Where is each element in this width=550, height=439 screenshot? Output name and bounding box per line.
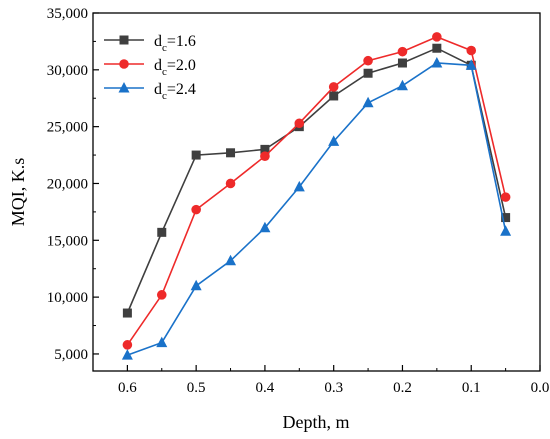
- data-point: [156, 290, 167, 300]
- data-point: [397, 46, 408, 57]
- data-point: [431, 57, 443, 68]
- data-point: [294, 118, 305, 129]
- data-point: [466, 45, 477, 56]
- axes-frame: [92, 12, 541, 372]
- y-tick-label: 20,000: [47, 176, 88, 192]
- data-point: [465, 59, 477, 70]
- data-point: [225, 254, 237, 266]
- data-point: [501, 213, 511, 223]
- axes-layer: [92, 12, 541, 372]
- data-point: [500, 225, 512, 236]
- series-dc=1.6: [122, 43, 511, 318]
- data-point: [191, 204, 201, 215]
- series-layer: [121, 32, 512, 360]
- data-point: [432, 43, 442, 53]
- data-point: [260, 144, 270, 154]
- series-line-dc=2.4: [127, 62, 507, 356]
- data-point: [363, 55, 373, 66]
- data-point: [259, 221, 271, 233]
- legend-marker: [118, 82, 130, 93]
- x-tick-label: 0.3: [324, 380, 343, 396]
- data-point: [293, 180, 305, 192]
- plot-area: [93, 13, 540, 371]
- y-axis-title: MQI, K.s: [8, 158, 28, 227]
- y-tick-label: 10,000: [47, 290, 88, 306]
- data-point: [122, 340, 133, 350]
- y-tick-label: 5,000: [54, 347, 88, 363]
- data-point: [396, 79, 408, 91]
- legend-marker: [119, 35, 129, 45]
- legend-label: dc=2.4: [154, 81, 196, 102]
- data-point: [363, 68, 373, 78]
- ticks-layer: 0.6 0.5 0.4 0.3 0.2 0.1 0.0 5,000 10,000 15,000 20…: [47, 6, 550, 396]
- data-point: [260, 151, 270, 161]
- series-line-dc=1.6: [126, 47, 507, 314]
- data-point: [432, 32, 442, 42]
- legend-label: dc=1.6: [154, 33, 196, 54]
- legend-entry-dc=1.6: dc=1.6: [104, 33, 196, 54]
- legend-entry-dc=2.0: dc=2.0: [104, 57, 196, 78]
- y-tick-label: 35,000: [47, 6, 88, 22]
- series-dc=2.4: [121, 57, 512, 360]
- data-point: [190, 279, 202, 291]
- y-tick-label: 15,000: [47, 233, 88, 249]
- data-point: [362, 96, 374, 108]
- legend-entry-dc=2.4: dc=2.4: [104, 81, 196, 102]
- data-point: [328, 82, 339, 92]
- legend-marker: [119, 59, 129, 69]
- data-point: [156, 336, 168, 348]
- x-tick-label: 0.0: [531, 380, 550, 396]
- y-tick-label: 25,000: [47, 120, 88, 136]
- x-tick-label: 0.1: [462, 380, 481, 396]
- x-tick-label: 0.6: [118, 380, 137, 396]
- data-point: [328, 135, 340, 146]
- data-point: [226, 148, 236, 158]
- x-tick-label: 0.2: [393, 380, 412, 396]
- data-point: [329, 91, 339, 101]
- series-dc=2.0: [122, 32, 511, 350]
- legend: dc=1.6 dc=2.0 dc=2.4: [104, 33, 196, 102]
- data-point: [397, 58, 407, 68]
- data-point: [191, 150, 201, 160]
- data-point: [122, 308, 132, 318]
- legend-label: dc=2.0: [154, 57, 196, 78]
- data-point: [121, 349, 133, 360]
- data-point: [157, 227, 167, 237]
- x-tick-label: 0.4: [256, 380, 275, 396]
- x-axis-title: Depth, m: [283, 412, 350, 432]
- y-tick-label: 30,000: [47, 63, 88, 79]
- x-tick-label: 0.5: [187, 380, 206, 396]
- data-point: [500, 192, 511, 202]
- series-line-dc=2.0: [126, 36, 507, 346]
- data-point: [225, 178, 236, 189]
